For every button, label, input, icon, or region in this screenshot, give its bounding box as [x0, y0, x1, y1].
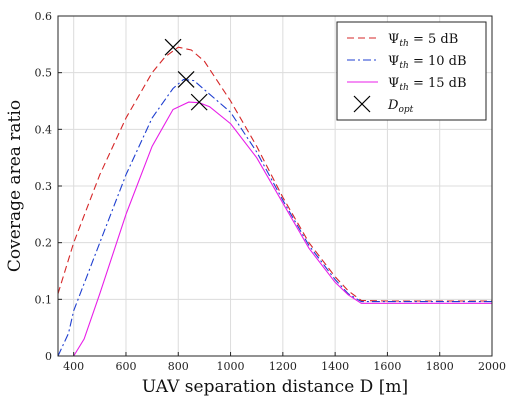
y-tick-label: 0.1 — [35, 293, 53, 306]
series-line-1 — [57, 46, 492, 302]
legend-label-4: Dopt — [387, 98, 414, 115]
y-tick-label: 0.4 — [35, 123, 53, 136]
y-axis-label: Coverage area ratio — [5, 100, 25, 272]
x-tick-label: 600 — [115, 360, 136, 373]
tick-labels: 400 600 800 1000 1200 1400 1600 1800 2000 0 0.1 0.2… — [35, 10, 507, 373]
y-tick-label: 0.3 — [35, 180, 53, 193]
x-tick-label: 1600 — [373, 360, 401, 373]
x-tick-label: 1400 — [321, 360, 349, 373]
x-tick-label: 1200 — [269, 360, 297, 373]
x-tick-label: 1000 — [217, 360, 245, 373]
series-line-2 — [57, 78, 492, 357]
legend-label-1: Ψth = 5 dB — [388, 32, 458, 49]
y-tick-label: 0.5 — [35, 67, 53, 80]
legend-label-2: Ψth = 10 dB — [388, 54, 467, 71]
optimal-distance-marker — [177, 71, 195, 88]
legend: Ψth = 5 dB Ψth = 10 dB Ψth = 15 dB Dopt — [336, 21, 487, 121]
optimal-distance-marker — [164, 38, 182, 56]
legend-label-3: Ψth = 15 dB — [388, 76, 467, 93]
y-tick-label: 0.2 — [35, 237, 53, 250]
x-tick-label: 800 — [168, 360, 189, 373]
x-axis-label: UAV separation distance D [m] — [142, 377, 408, 397]
x-tick-label: 400 — [63, 360, 84, 373]
y-tick-label: 0.6 — [35, 10, 53, 23]
series-lines — [57, 46, 492, 357]
y-tick-label: 0 — [45, 350, 52, 363]
x-tick-label: 2000 — [478, 360, 506, 373]
legend-marker-symbol — [353, 95, 371, 113]
series-line-3 — [58, 101, 492, 357]
optimal-distance-marker — [190, 93, 208, 111]
x-tick-label: 1800 — [426, 360, 454, 373]
marker-points — [164, 38, 208, 111]
